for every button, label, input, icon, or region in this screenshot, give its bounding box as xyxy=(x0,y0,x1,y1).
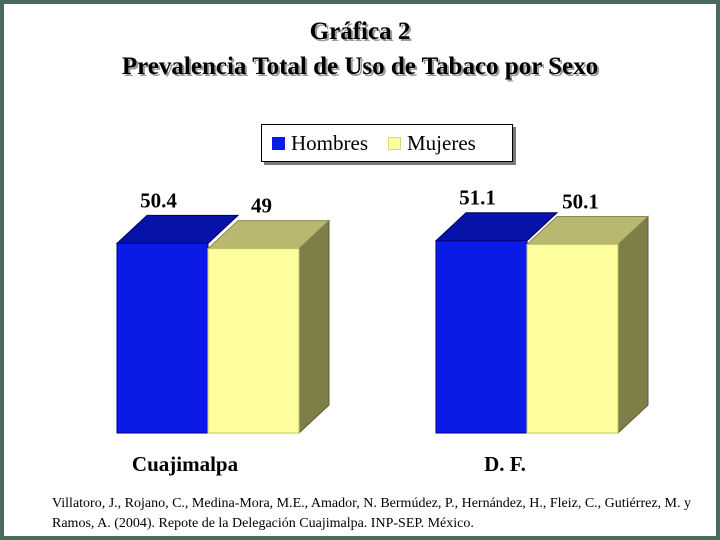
bar-side-mujeres-df xyxy=(617,215,649,435)
chart-subtitle: Prevalencia Total de Uso de Tabaco por S… xyxy=(121,53,599,80)
value-label-hombres-cuajimalpa: 50.4 xyxy=(140,188,177,212)
legend-label-hombres: Hombres xyxy=(291,130,368,155)
bar-mujeres-cuajimalpa xyxy=(207,248,300,434)
bar-hombres-cuajimalpa xyxy=(116,242,209,434)
bar-side-mujeres-cuajimalpa xyxy=(298,219,330,435)
value-label-mujeres-cuajimalpa: 49 xyxy=(251,194,272,218)
category-label-df: D. F. xyxy=(484,452,526,476)
legend-swatch-hombres xyxy=(272,136,285,150)
source-citation: Villatoro, J., Rojano, C., Medina-Mora, … xyxy=(52,496,691,531)
legend-swatch-mujeres xyxy=(388,136,401,150)
legend-item-mujeres: Mujeres xyxy=(388,131,476,156)
legend-label-mujeres: Mujeres xyxy=(407,130,476,155)
category-label-cuajimalpa: Cuajimalpa xyxy=(132,452,239,476)
value-label-mujeres-df: 50.1 xyxy=(562,189,599,213)
value-label-hombres-df: 51.1 xyxy=(459,186,496,210)
chart-title: Gráfica 2 xyxy=(309,18,411,45)
bar-hombres-df xyxy=(435,240,528,434)
legend: Hombres Mujeres xyxy=(261,124,513,162)
bar-mujeres-df xyxy=(526,243,619,434)
legend-item-hombres: Hombres xyxy=(272,131,368,156)
